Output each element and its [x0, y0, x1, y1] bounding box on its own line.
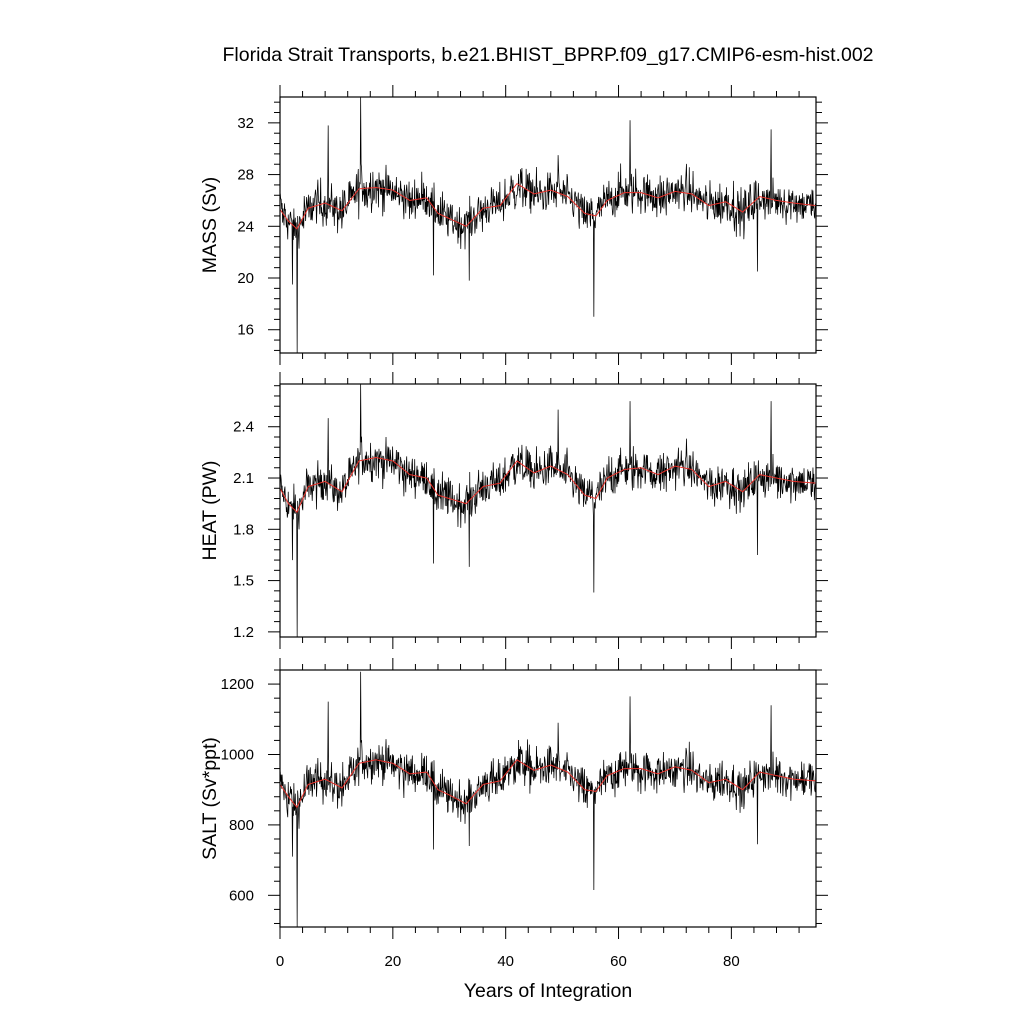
- y-axis-label: SALT (Sv*ppt): [199, 737, 221, 860]
- panel-2: 1.2 1.5 1.8 2.1 2.4 HEAT (PW): [199, 372, 828, 649]
- x-tick-label: 60: [610, 953, 627, 970]
- y-tick-label: 1.2: [233, 624, 254, 641]
- y-axis-label: MASS (Sv): [199, 177, 221, 273]
- raw-series-line: [280, 671, 816, 927]
- y-tick-label: 24: [237, 218, 254, 235]
- x-tick-label: 0: [276, 953, 284, 970]
- x-axis-label: Years of Integration: [464, 980, 632, 1002]
- y-tick-label: 1.5: [233, 573, 254, 590]
- y-tick-label: 16: [237, 322, 254, 339]
- x-tick-label: 80: [723, 953, 740, 970]
- running-mean-line: [280, 457, 816, 514]
- raw-series-line: [280, 97, 816, 353]
- y-tick-label: 32: [237, 115, 254, 132]
- y-tick-label: 1000: [221, 746, 254, 763]
- panel-3: 600 800 1000 1200 SALT (Sv*ppt): [199, 658, 828, 939]
- plot-frame: [279, 383, 817, 638]
- x-tick-label: 20: [384, 953, 401, 970]
- plot-frame: [279, 669, 817, 928]
- running-mean-line: [280, 759, 816, 809]
- y-tick-label: 600: [229, 887, 254, 904]
- y-tick-label: 20: [237, 270, 254, 287]
- x-tick-label: 40: [497, 953, 514, 970]
- raw-series-line: [280, 384, 816, 637]
- y-tick-label: 1200: [221, 676, 254, 693]
- y-tick-label: 800: [229, 817, 254, 834]
- running-mean-line: [280, 182, 816, 230]
- y-tick-label: 28: [237, 167, 254, 184]
- chart-title: Florida Strait Transports, b.e21.BHIST_B…: [222, 44, 874, 66]
- y-tick-label: 2.1: [233, 470, 254, 487]
- y-tick-label: 2.4: [233, 419, 254, 436]
- y-axis-label: HEAT (PW): [199, 460, 221, 560]
- plot-frame: [279, 96, 817, 354]
- panel-1: 16 20 24 28 32 MASS (Sv): [199, 85, 828, 365]
- y-tick-label: 1.8: [233, 521, 254, 538]
